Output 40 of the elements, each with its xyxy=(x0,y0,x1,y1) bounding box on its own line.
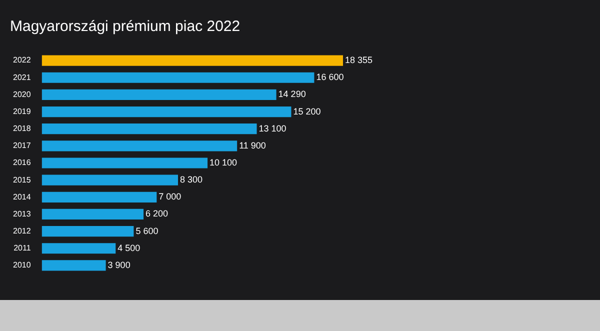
data-label: 4 500 xyxy=(118,242,140,253)
bar xyxy=(42,55,344,66)
bar xyxy=(42,158,208,168)
data-label: 13 100 xyxy=(258,123,286,134)
data-label: 8 300 xyxy=(180,174,203,185)
y-tick-label: 2021 xyxy=(13,72,32,82)
bar xyxy=(42,140,238,152)
y-tick-label: 2016 xyxy=(13,158,32,168)
data-label: 18 355 xyxy=(345,55,373,66)
data-label: 6 200 xyxy=(146,208,168,219)
chart-title: Magyarországi prémium piac 2022 xyxy=(10,18,240,36)
data-label: 14 290 xyxy=(278,89,306,100)
data-label: 15 200 xyxy=(293,106,321,116)
y-tick-label: 2020 xyxy=(13,90,32,99)
bar xyxy=(42,260,106,271)
y-tick-label: 2011 xyxy=(14,244,32,253)
y-tick-label: 2014 xyxy=(13,192,32,202)
data-label: 5 600 xyxy=(136,226,158,236)
bar xyxy=(42,89,276,100)
bar xyxy=(42,72,314,83)
bar xyxy=(42,243,116,254)
bar xyxy=(42,226,134,237)
y-tick-label: 2015 xyxy=(13,175,32,184)
y-tick-label: 2022 xyxy=(13,56,32,65)
bar xyxy=(42,124,257,134)
data-label: 10 100 xyxy=(210,157,238,168)
bar xyxy=(42,208,144,220)
data-label: 11 900 xyxy=(239,140,266,150)
y-tick-label: 2019 xyxy=(13,106,32,116)
data-label: 7 000 xyxy=(158,192,182,202)
y-tick-label: 2013 xyxy=(13,209,32,218)
data-label: 16 600 xyxy=(316,72,344,82)
bar xyxy=(42,174,178,186)
bar xyxy=(42,106,292,118)
y-tick-label: 2012 xyxy=(13,226,32,236)
y-tick-label: 2017 xyxy=(13,141,32,150)
bar xyxy=(42,192,157,202)
y-tick-label: 2018 xyxy=(13,124,32,134)
data-label: 3 900 xyxy=(108,260,130,270)
y-tick-label: 2010 xyxy=(13,260,32,270)
